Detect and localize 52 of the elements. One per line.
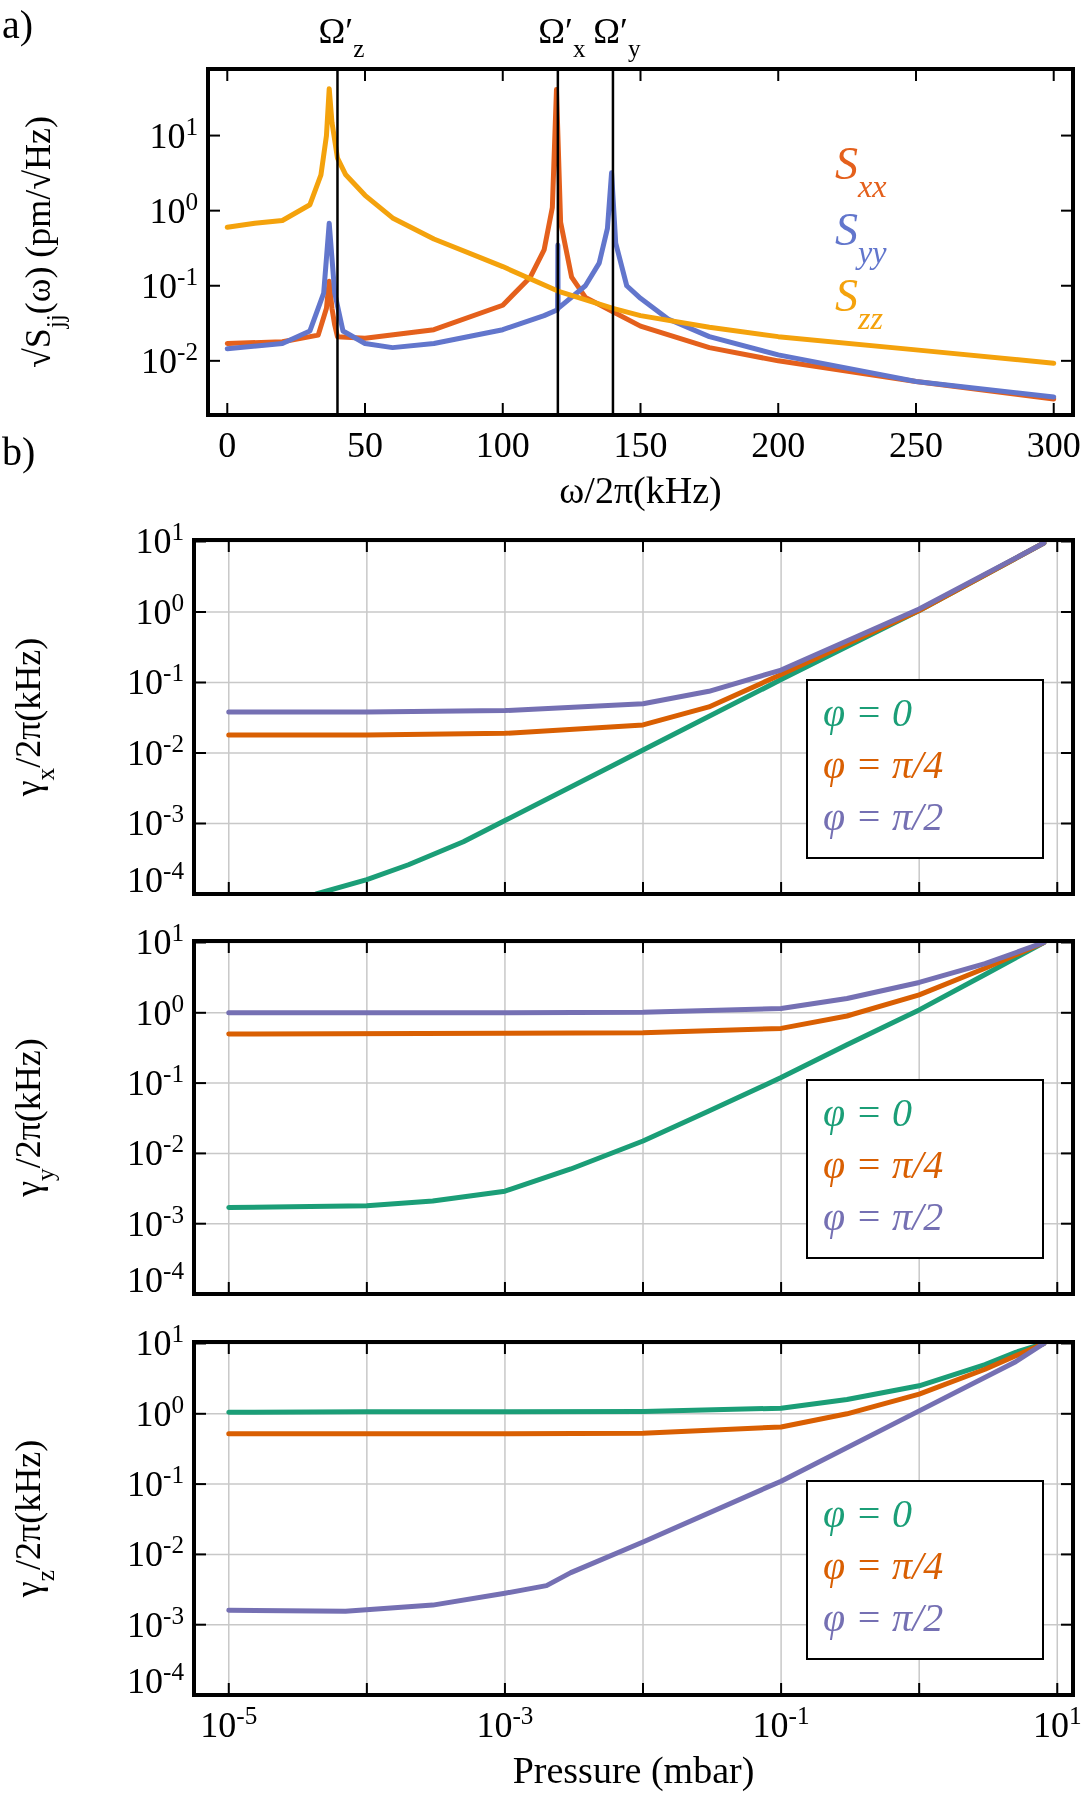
y-tick-label: 10$^{0}$ xyxy=(149,187,198,231)
y-tick-label: 10$^{-4}$ xyxy=(127,856,185,900)
x-axis-title: Pressure (mbar) xyxy=(512,1749,755,1792)
series-label: S$_{zz}$ xyxy=(835,270,884,336)
y-tick-label: 10$^{-3}$ xyxy=(127,1200,184,1244)
text: φ = π/4 xyxy=(823,1142,944,1187)
text: φ = 0 xyxy=(823,1491,913,1536)
text: φ = π/2 xyxy=(823,1194,944,1239)
x-axis-title: ω/2π(kHz) xyxy=(559,469,722,512)
y-tick-label: 10$^{-1}$ xyxy=(141,262,198,306)
x-tick-label: 300 xyxy=(1026,425,1081,465)
y-tick-label: 10$^{-3}$ xyxy=(127,800,184,844)
y-tick-label: 10$^{-2}$ xyxy=(127,1129,184,1174)
y-tick-label: 10$^{0}$ xyxy=(135,588,184,632)
x-tick-label: 50 xyxy=(347,425,384,465)
x-tick-label: 10$^{1}$ xyxy=(1032,1701,1082,1745)
y-tick-label: 10$^{-4}$ xyxy=(127,1256,185,1300)
y-tick-label: 10$^{1}$ xyxy=(135,517,184,562)
y-tick-label: 10$^{1}$ xyxy=(149,112,198,156)
series-label: φ = 0 xyxy=(823,690,913,735)
x-tick-label: 150 xyxy=(613,425,668,465)
ref-line-label: Ω′$_{y}$ xyxy=(593,11,641,62)
y-tick-label: 10$^{-2}$ xyxy=(141,337,198,381)
series-label: φ = π/4 xyxy=(823,742,944,787)
x-tick-label: 10$^{-5}$ xyxy=(200,1701,258,1745)
text: a) xyxy=(2,2,34,47)
text: φ = π/2 xyxy=(823,1595,944,1640)
text: φ = π/2 xyxy=(823,794,944,839)
y-tick-label: 10$^{1}$ xyxy=(135,1319,184,1364)
ref-line-label: Ω′$_{x}$ xyxy=(538,11,586,62)
y-tick-label: 10$^{-1}$ xyxy=(127,659,184,703)
y-tick-label: 10$^{-3}$ xyxy=(127,1601,184,1645)
series-label: φ = 0 xyxy=(823,1090,913,1135)
y-tick-label: 10$^{0}$ xyxy=(135,1390,184,1434)
x-tick-label: 200 xyxy=(751,425,806,465)
y-tick-label: 10$^{0}$ xyxy=(135,989,184,1033)
y-tick-label: 10$^{-1}$ xyxy=(127,1460,184,1505)
x-tick-label: 100 xyxy=(475,425,530,465)
y-tick-label: 10$^{-2}$ xyxy=(127,1530,184,1575)
x-tick-label: 10$^{-1}$ xyxy=(752,1701,810,1745)
ref-line-label: Ω′$_{z}$ xyxy=(318,11,365,62)
x-tick-label: 10$^{-3}$ xyxy=(476,1701,534,1745)
text: S$_{yy}$ xyxy=(835,204,888,270)
x-tick-label: 0 xyxy=(218,425,237,465)
text: b) xyxy=(2,429,36,474)
y-tick-label: 10$^{-2}$ xyxy=(127,729,184,773)
y-tick-label: 10$^{-1}$ xyxy=(127,1059,184,1104)
text: S$_{xx}$ xyxy=(835,138,888,204)
y-tick-label: 10$^{-4}$ xyxy=(127,1657,185,1701)
x-tick-label: 250 xyxy=(888,425,943,465)
text: φ = π/4 xyxy=(823,1543,944,1588)
y-tick-label: 10$^{1}$ xyxy=(135,918,184,963)
